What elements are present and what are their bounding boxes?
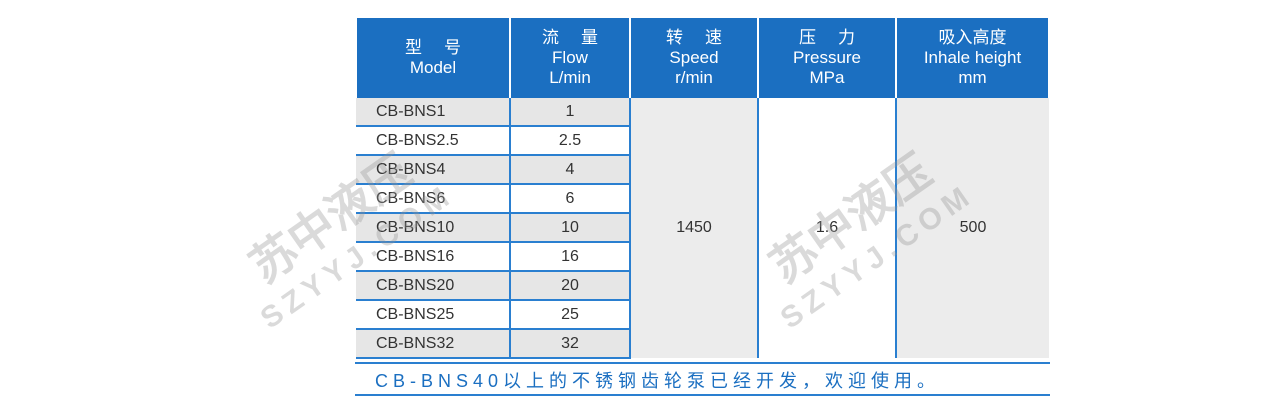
flow-cell: 10	[509, 213, 631, 243]
flow-cell: 6	[509, 184, 631, 214]
table-row: CB-BNS20 20	[356, 271, 1049, 301]
model-cell: CB-BNS20	[356, 271, 511, 301]
model-cell: CB-BNS10	[356, 213, 511, 243]
pressure-cell: 1.6	[757, 98, 897, 358]
table-row: CB-BNS6 6	[356, 184, 1049, 214]
table-row: CB-BNS16 16	[356, 242, 1049, 272]
col-speed: 转速 Speed r/min	[629, 18, 759, 98]
speed-cell: 1450	[629, 98, 759, 358]
col-flow: 流量 Flow L/min	[509, 18, 631, 98]
table-row: CB-BNS25 25	[356, 300, 1049, 330]
flow-cell: 4	[509, 155, 631, 185]
model-cell: CB-BNS4	[356, 155, 511, 185]
table-row: CB-BNS4 4	[356, 155, 1049, 185]
flow-cell: 16	[509, 242, 631, 272]
flow-cell: 20	[509, 271, 631, 301]
model-cell: CB-BNS1	[356, 98, 511, 127]
footer-note: CB-BNS40以上的不锈钢齿轮泵已经开发，欢迎使用。	[355, 362, 1050, 396]
table-row: CB-BNS1 1 1450 1.6 500	[356, 98, 1049, 358]
col-model: 型号 Model	[355, 18, 511, 98]
model-cell: CB-BNS2.5	[356, 126, 511, 156]
inhale-cell: 500	[895, 98, 1049, 358]
model-cell: CB-BNS6	[356, 184, 511, 214]
model-cell: CB-BNS25	[356, 300, 511, 330]
table-row: CB-BNS2.5 2.5	[356, 126, 1049, 156]
table-row: CB-BNS32 32	[356, 329, 1049, 359]
flow-cell: 25	[509, 300, 631, 330]
flow-cell: 1	[509, 98, 631, 127]
flow-cell: 32	[509, 329, 631, 359]
spec-table: 型号 Model 流量 Flow L/min 转速 Speed r/min 压力 Press…	[355, 18, 1050, 359]
col-pressure: 压力 Pressure MPa	[757, 18, 897, 98]
flow-cell: 2.5	[509, 126, 631, 156]
col-inhale: 吸入高度 Inhale height mm	[895, 18, 1050, 98]
table-row: CB-BNS10 10	[356, 213, 1049, 243]
model-cell: CB-BNS32	[356, 329, 511, 359]
model-cell: CB-BNS16	[356, 242, 511, 272]
